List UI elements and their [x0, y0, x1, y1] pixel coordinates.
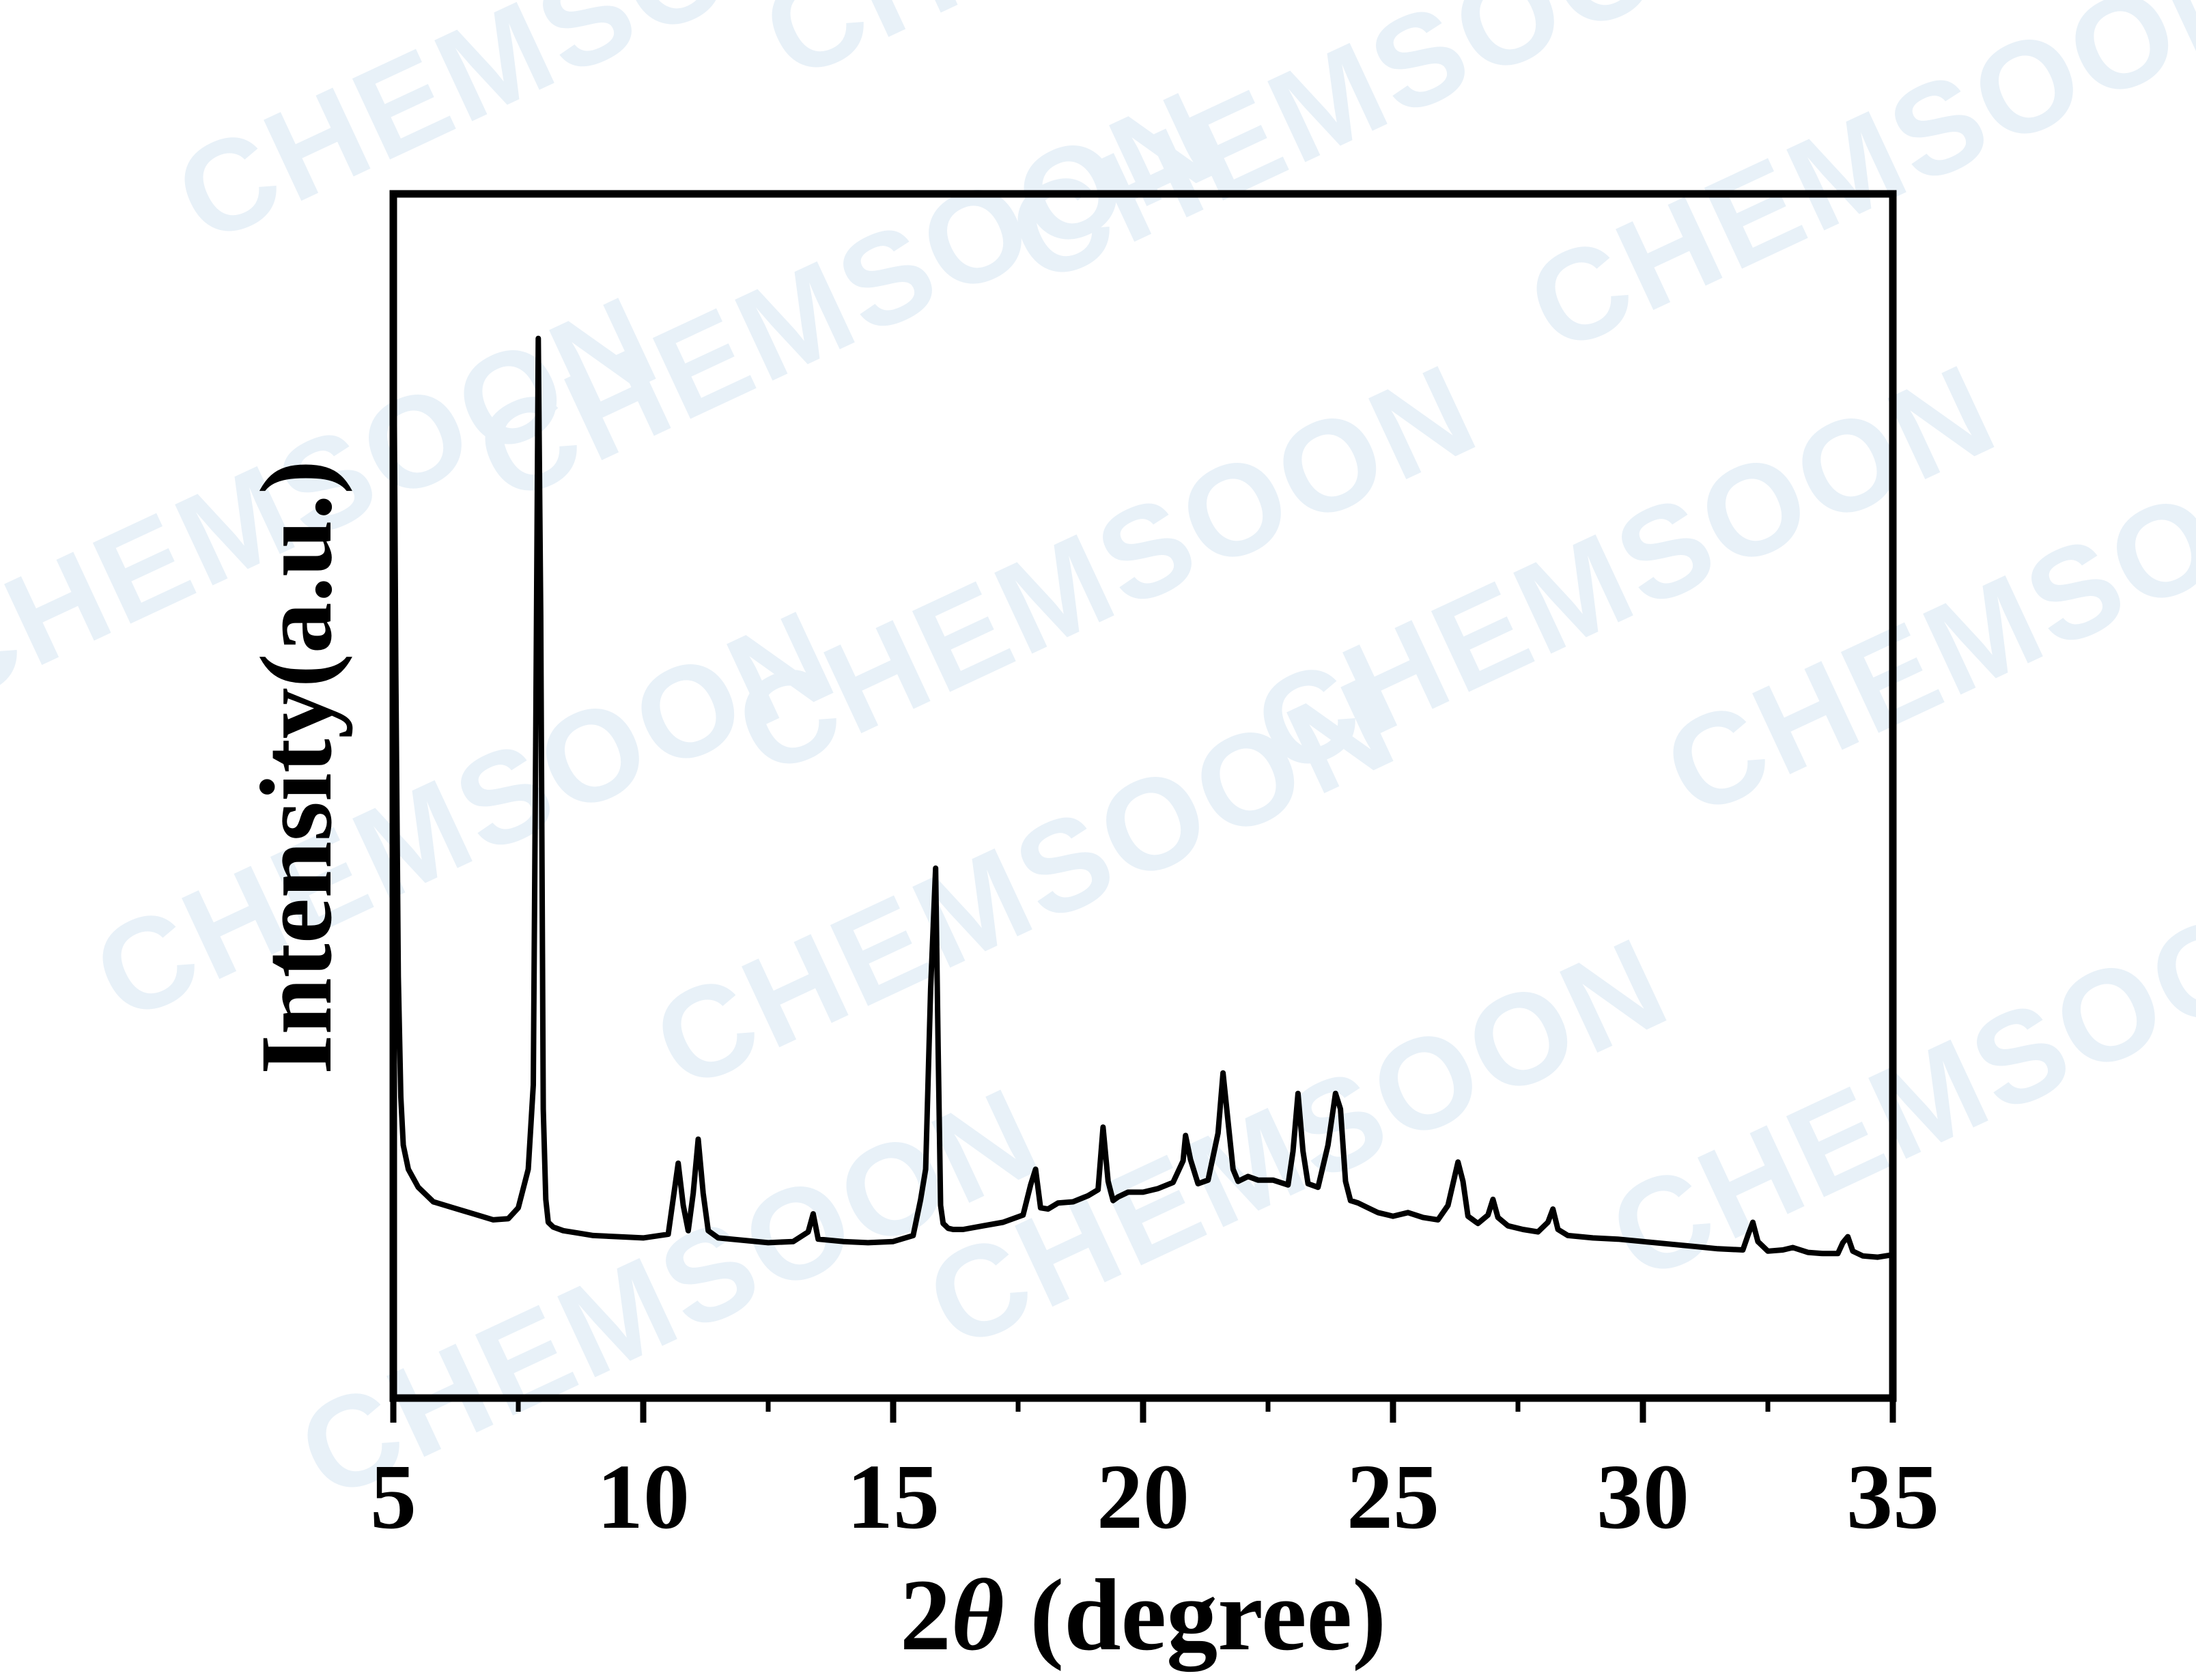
x-tick-label: 10: [597, 1446, 690, 1548]
x-axis-label-symbol: θ: [951, 1558, 1004, 1672]
y-axis-label: Intensity(a.u.): [240, 460, 353, 1074]
x-tick-label: 20: [1097, 1446, 1190, 1548]
x-tick-label: 15: [847, 1446, 940, 1548]
x-axis-label: 2θ (degree): [900, 1558, 1386, 1672]
x-tick-label: 5: [370, 1446, 417, 1548]
x-axis-label-prefix: 2: [900, 1558, 951, 1672]
x-tick-label: 25: [1347, 1446, 1439, 1548]
series-line: [391, 251, 1896, 1260]
x-axis-label-suffix: (degree): [1004, 1558, 1386, 1672]
x-axis-ticks: [390, 1398, 1896, 1423]
x-tick-label: 35: [1846, 1446, 1939, 1548]
x-axis-tick-labels: 5 10 15 20 25 30 35: [370, 1446, 1939, 1548]
x-tick-label: 30: [1596, 1446, 1689, 1548]
